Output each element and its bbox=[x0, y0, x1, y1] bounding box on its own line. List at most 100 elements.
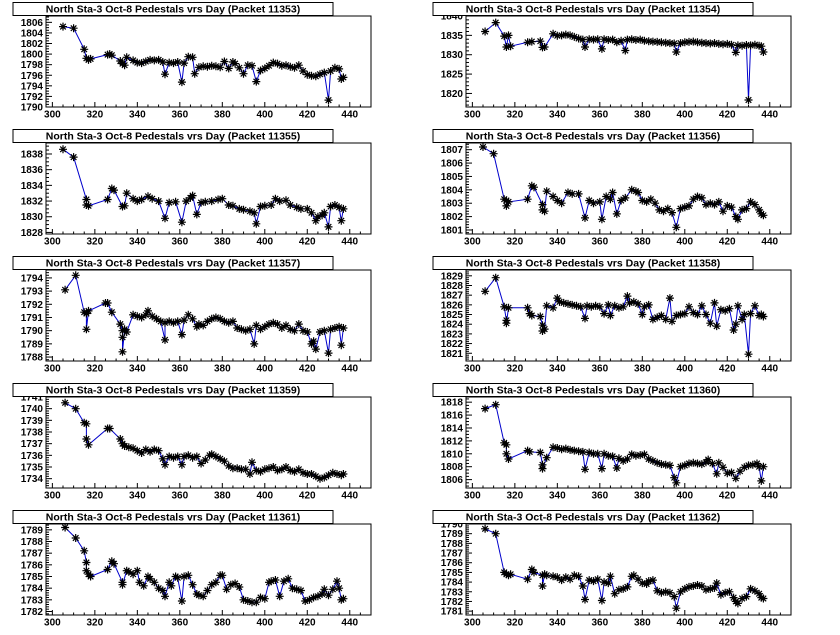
y-tick-label: 1828 bbox=[21, 228, 44, 239]
x-tick-label: 400 bbox=[256, 364, 273, 375]
x-axis: 300 320 340 360 380 400 420 440 bbox=[44, 356, 372, 375]
title-box bbox=[432, 129, 754, 143]
title-box bbox=[432, 383, 754, 397]
y-tick-label: 1802 bbox=[441, 212, 464, 223]
data-point-markers bbox=[61, 523, 348, 607]
y-tick-label: 1785 bbox=[21, 572, 44, 583]
y-tick-label: 1786 bbox=[21, 560, 44, 571]
y-tick-label: 1738 bbox=[21, 428, 44, 439]
plot-title: North Sta-3 Oct-8 Pedestals vrs Day (Pac… bbox=[466, 385, 720, 397]
chart-pad-3: 300 320 340 360 380 400 420 440 1828 1830 1832 1834… bbox=[0, 127, 420, 254]
y-tick-label: 1810 bbox=[441, 449, 464, 460]
x-axis: 300 320 340 360 380 400 420 440 bbox=[44, 102, 372, 121]
x-tick-label: 340 bbox=[549, 364, 566, 375]
x-tick-label: 440 bbox=[341, 618, 358, 629]
y-tick-label: 1789 bbox=[21, 339, 44, 350]
y-tick-label: 1781 bbox=[441, 607, 464, 618]
y-tick-label: 1802 bbox=[21, 39, 44, 50]
x-tick-label: 420 bbox=[299, 110, 316, 121]
y-tick-label: 1801 bbox=[441, 225, 464, 236]
plot-frame bbox=[45, 396, 372, 489]
y-tick-label: 1818 bbox=[441, 398, 464, 409]
plot-title: North Sta-3 Oct-8 Pedestals vrs Day (Pac… bbox=[46, 258, 300, 270]
x-tick-label: 360 bbox=[171, 618, 188, 629]
y-tick-label: 1741 bbox=[21, 393, 44, 404]
y-tick-label: 1824 bbox=[441, 320, 464, 331]
x-tick-label: 320 bbox=[507, 110, 524, 121]
data-point-markers bbox=[481, 400, 768, 487]
y-tick-label: 1808 bbox=[441, 462, 464, 473]
plot-frame bbox=[45, 523, 372, 616]
x-tick-label: 380 bbox=[634, 110, 651, 121]
x-tick-label: 440 bbox=[761, 237, 778, 248]
y-tick-label: 1806 bbox=[21, 18, 44, 29]
data-point-markers bbox=[479, 143, 768, 232]
x-tick-label: 320 bbox=[87, 618, 104, 629]
y-tick-label: 1834 bbox=[21, 181, 44, 192]
x-axis: 300 320 340 360 380 400 420 440 bbox=[44, 229, 372, 248]
x-tick-label: 320 bbox=[507, 618, 524, 629]
x-tick-label: 440 bbox=[761, 110, 778, 121]
x-tick-label: 300 bbox=[44, 364, 61, 375]
x-tick-label: 340 bbox=[549, 237, 566, 248]
y-axis: 1788 1789 1790 1791 1792 1793 1794 bbox=[21, 269, 52, 364]
plot-title: North Sta-3 Oct-8 Pedestals vrs Day (Pac… bbox=[466, 131, 720, 143]
y-tick-label: 1792 bbox=[21, 300, 44, 311]
y-tick-label: 1789 bbox=[441, 529, 464, 540]
data-point-markers bbox=[59, 145, 348, 231]
y-tick-label: 1790 bbox=[441, 520, 464, 531]
chart-pad-7: 300 320 340 360 380 400 420 440 1734 1735 1736 1737… bbox=[0, 381, 420, 508]
x-tick-label: 400 bbox=[256, 618, 273, 629]
y-tick-label: 1807 bbox=[441, 145, 464, 156]
x-tick-label: 440 bbox=[761, 618, 778, 629]
y-tick-label: 1791 bbox=[21, 313, 44, 324]
plot-svg: 300 320 340 360 380 400 420 440 1806 1808 1810 1812… bbox=[432, 383, 792, 502]
y-tick-label: 1786 bbox=[441, 558, 464, 569]
x-tick-label: 300 bbox=[464, 110, 481, 121]
title-box bbox=[12, 510, 334, 524]
data-series-line bbox=[64, 274, 344, 354]
x-tick-label: 360 bbox=[591, 237, 608, 248]
x-tick-label: 360 bbox=[171, 237, 188, 248]
y-tick-label: 1735 bbox=[21, 463, 44, 474]
data-point-markers bbox=[481, 273, 768, 359]
x-tick-label: 420 bbox=[719, 364, 736, 375]
y-tick-label: 1806 bbox=[441, 159, 464, 170]
y-tick-label: 1804 bbox=[21, 28, 44, 39]
y-tick-label: 1829 bbox=[441, 271, 464, 282]
y-tick-label: 1794 bbox=[21, 273, 44, 284]
chart-pad-1: 300 320 340 360 380 400 420 440 1790 1792 1794 1796… bbox=[0, 0, 420, 127]
x-tick-label: 380 bbox=[634, 491, 651, 502]
y-tick-label: 1821 bbox=[441, 349, 464, 360]
chart-pad-2: 300 320 340 360 380 400 420 440 1820 1825 1830 1835… bbox=[420, 0, 840, 127]
x-tick-label: 360 bbox=[171, 491, 188, 502]
y-tick-label: 1800 bbox=[21, 50, 44, 61]
title-box bbox=[12, 2, 334, 16]
plot-frame bbox=[45, 269, 372, 362]
x-tick-label: 420 bbox=[719, 491, 736, 502]
chart-pad-4: 300 320 340 360 380 400 420 440 1801 1802 1803 1804… bbox=[420, 127, 840, 254]
x-tick-label: 300 bbox=[464, 364, 481, 375]
plot-svg: 300 320 340 360 380 400 420 440 1781178217831784… bbox=[432, 510, 792, 629]
y-tick-label: 1794 bbox=[21, 81, 44, 92]
x-tick-label: 440 bbox=[761, 491, 778, 502]
y-tick-label: 1823 bbox=[441, 329, 464, 340]
x-tick-label: 400 bbox=[676, 491, 693, 502]
y-tick-label: 1790 bbox=[21, 103, 44, 114]
y-tick-label: 1784 bbox=[441, 578, 464, 589]
y-tick-label: 1788 bbox=[21, 537, 44, 548]
plot-frame bbox=[465, 396, 792, 489]
data-series-line bbox=[62, 148, 344, 228]
y-tick-label: 1827 bbox=[441, 291, 464, 302]
y-tick-label: 1734 bbox=[21, 474, 44, 485]
x-tick-label: 380 bbox=[634, 364, 651, 375]
x-tick-label: 400 bbox=[676, 364, 693, 375]
title-box bbox=[432, 2, 754, 16]
y-tick-label: 1832 bbox=[21, 197, 44, 208]
y-axis: 1828 1830 1832 1834 1836 1838 bbox=[21, 145, 52, 239]
x-axis: 300 320 340 360 380 400 420 440 bbox=[464, 102, 792, 121]
x-tick-label: 320 bbox=[87, 491, 104, 502]
title-box bbox=[12, 129, 334, 143]
